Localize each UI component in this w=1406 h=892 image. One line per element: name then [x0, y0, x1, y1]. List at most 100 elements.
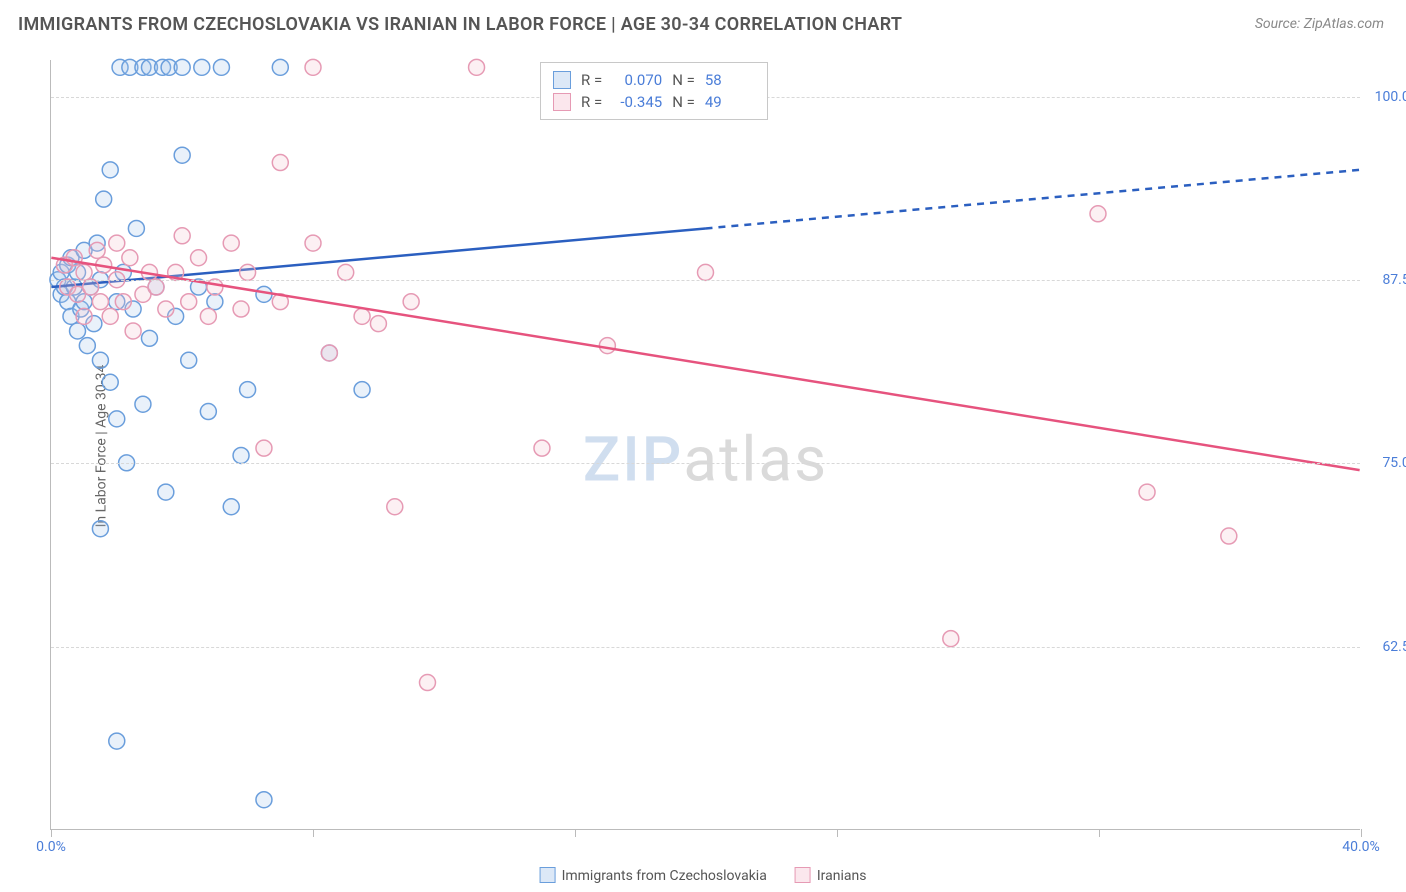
data-point — [223, 499, 239, 515]
x-tick — [313, 829, 314, 837]
data-point — [109, 235, 125, 251]
x-tick — [575, 829, 576, 837]
data-point — [698, 264, 714, 280]
data-point — [233, 447, 249, 463]
data-point — [387, 499, 403, 515]
data-point — [370, 316, 386, 332]
chart-title: IMMIGRANTS FROM CZECHOSLOVAKIA VS IRANIA… — [18, 14, 902, 35]
legend-swatch — [553, 93, 571, 111]
legend-label: Iranians — [817, 868, 867, 884]
data-point — [102, 308, 118, 324]
x-tick-label: 40.0% — [1342, 839, 1380, 855]
stats-r-value: 0.070 — [612, 71, 662, 89]
data-point — [148, 279, 164, 295]
data-point — [207, 294, 223, 310]
gridline — [51, 647, 1360, 648]
data-point — [102, 162, 118, 178]
data-point — [599, 338, 615, 354]
data-point — [79, 338, 95, 354]
data-point — [191, 250, 207, 266]
chart-container: IMMIGRANTS FROM CZECHOSLOVAKIA VS IRANIA… — [0, 0, 1406, 892]
data-point — [240, 264, 256, 280]
data-point — [1221, 528, 1237, 544]
data-point — [92, 352, 108, 368]
x-tick — [1361, 829, 1362, 837]
trend-line-dashed — [706, 170, 1360, 229]
data-point — [158, 484, 174, 500]
data-point — [92, 521, 108, 537]
data-point — [272, 155, 288, 171]
y-tick-label: 87.5% — [1365, 272, 1406, 288]
legend-bottom: Immigrants from Czechoslovakia Iranians — [540, 867, 867, 884]
x-tick — [1099, 829, 1100, 837]
data-point — [256, 440, 272, 456]
legend-item: Iranians — [795, 867, 867, 884]
stats-r-label: R = — [581, 93, 602, 111]
data-point — [174, 228, 190, 244]
stats-n-label: N = — [672, 71, 695, 89]
plot-svg — [51, 60, 1360, 829]
data-point — [200, 308, 216, 324]
gridline — [51, 463, 1360, 464]
data-point — [213, 59, 229, 75]
data-point — [338, 264, 354, 280]
stats-row: R =-0.345N =49 — [553, 91, 755, 113]
source-label: Source: ZipAtlas.com — [1255, 16, 1384, 32]
stats-row: R = 0.070 N = 58 — [553, 69, 755, 91]
data-point — [403, 294, 419, 310]
data-point — [89, 242, 105, 258]
gridline — [51, 280, 1360, 281]
data-point — [207, 279, 223, 295]
data-point — [943, 631, 959, 647]
data-point — [135, 396, 151, 412]
legend-swatch — [553, 71, 571, 89]
y-tick-label: 75.0% — [1365, 455, 1406, 471]
data-point — [102, 374, 118, 390]
stats-r-label: R = — [581, 71, 602, 89]
data-point — [305, 235, 321, 251]
data-point — [469, 59, 485, 75]
data-point — [181, 352, 197, 368]
data-point — [354, 382, 370, 398]
data-point — [194, 59, 210, 75]
data-point — [83, 279, 99, 295]
data-point — [233, 301, 249, 317]
data-point — [70, 323, 86, 339]
data-point — [1090, 206, 1106, 222]
stats-n-label: N = — [672, 93, 695, 111]
x-tick — [837, 829, 838, 837]
data-point — [354, 308, 370, 324]
data-point — [174, 59, 190, 75]
data-point — [76, 264, 92, 280]
x-tick — [51, 829, 52, 837]
data-point — [200, 404, 216, 420]
data-point — [305, 59, 321, 75]
data-point — [1139, 484, 1155, 500]
legend-label: Immigrants from Czechoslovakia — [562, 868, 767, 884]
y-tick-label: 100.0% — [1365, 89, 1406, 105]
legend-swatch — [540, 867, 556, 883]
trend-line — [51, 258, 1359, 470]
data-point — [158, 301, 174, 317]
data-point — [174, 147, 190, 163]
data-point — [223, 235, 239, 251]
data-point — [272, 59, 288, 75]
data-point — [240, 382, 256, 398]
plot-area: ZIPatlas 62.5%75.0%87.5%100.0%0.0%40.0% — [50, 60, 1360, 830]
data-point — [96, 191, 112, 207]
x-tick-label: 0.0% — [36, 839, 66, 855]
data-point — [534, 440, 550, 456]
data-point — [125, 323, 141, 339]
data-point — [141, 330, 157, 346]
data-point — [181, 294, 197, 310]
stats-legend-box: R =0.070N =58R =-0.345N =49 — [540, 62, 768, 120]
data-point — [115, 294, 131, 310]
data-point — [109, 411, 125, 427]
data-point — [76, 308, 92, 324]
stats-n-value: 49 — [705, 93, 755, 111]
data-point — [92, 294, 108, 310]
data-point — [321, 345, 337, 361]
data-point — [122, 250, 138, 266]
data-point — [128, 220, 144, 236]
stats-n-value: 58 — [705, 71, 755, 89]
